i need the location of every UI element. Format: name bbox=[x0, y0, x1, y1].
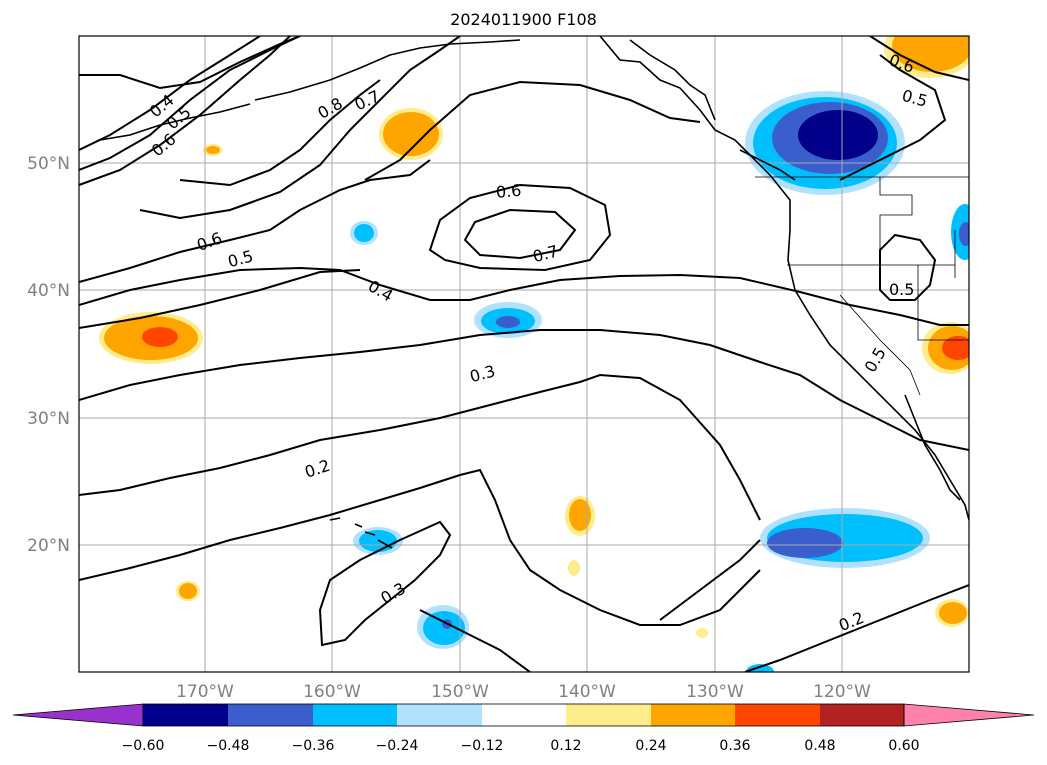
shading-layer bbox=[99, 36, 969, 672]
contour-label: 0.5 bbox=[861, 344, 890, 376]
contour-lines bbox=[79, 36, 969, 672]
latitude-labels: 50°N 40°N 30°N 20°N bbox=[27, 154, 70, 556]
colorbar-tick-label: −0.36 bbox=[292, 738, 335, 754]
colorbar: −0.60 −0.48 −0.36 −0.24 −0.12 0.12 0.24 … bbox=[12, 703, 1035, 754]
contour-label: 0.3 bbox=[377, 579, 409, 608]
contour-label: 0.6 bbox=[495, 181, 522, 202]
contour-label: 0.6 bbox=[194, 228, 224, 255]
contour-label: 0.3 bbox=[468, 361, 498, 386]
colorbar-tick-label: 0.36 bbox=[719, 738, 750, 754]
colorbar-swatch bbox=[228, 704, 313, 726]
colorbar-outline bbox=[142, 703, 905, 727]
negative-anomaly-patch bbox=[798, 110, 878, 160]
colorbar-tick-label: 0.24 bbox=[635, 738, 666, 754]
lon-label: 140°W bbox=[558, 682, 616, 702]
positive-anomaly-patch bbox=[142, 327, 178, 347]
colorbar-swatch bbox=[820, 704, 904, 726]
positive-anomaly-patch bbox=[892, 36, 969, 72]
graticule bbox=[79, 36, 969, 672]
lat-label: 30°N bbox=[27, 409, 70, 429]
colorbar-tick-label: 0.48 bbox=[804, 738, 835, 754]
positive-anomaly-patch bbox=[383, 112, 439, 156]
colorbar-swatch bbox=[313, 704, 397, 726]
positive-anomaly-patch bbox=[696, 628, 708, 638]
lat-label: 50°N bbox=[27, 154, 70, 174]
contour-label: 0.8 bbox=[314, 94, 346, 123]
positive-anomaly-patch bbox=[568, 560, 580, 576]
colorbar-tick-label: 0.12 bbox=[550, 738, 581, 754]
political-borders bbox=[755, 176, 969, 396]
contour-label: 0.5 bbox=[226, 246, 256, 271]
colorbar-tick-label: −0.24 bbox=[376, 738, 419, 754]
positive-anomaly-patch bbox=[939, 602, 967, 624]
positive-anomaly-patch bbox=[569, 499, 591, 531]
lon-label: 170°W bbox=[176, 682, 234, 702]
positive-anomaly-patch bbox=[179, 583, 197, 599]
coastlines bbox=[99, 36, 969, 549]
colorbar-swatch bbox=[482, 704, 566, 726]
colorbar-swatch bbox=[397, 704, 482, 726]
contour-label: 0.2 bbox=[302, 456, 332, 482]
contour-label: 0.5 bbox=[889, 280, 914, 299]
negative-anomaly-patch bbox=[767, 528, 843, 558]
colorbar-swatch bbox=[735, 704, 820, 726]
colorbar-swatch bbox=[566, 704, 651, 726]
map-frame bbox=[78, 35, 970, 673]
contour-label: 0.7 bbox=[531, 241, 561, 266]
negative-anomaly-patch bbox=[354, 224, 374, 242]
negative-anomaly-patch bbox=[359, 530, 397, 552]
longitude-labels: 170°W 160°W 150°W 140°W 130°W 120°W bbox=[176, 682, 871, 702]
lon-label: 120°W bbox=[813, 682, 871, 702]
colorbar-swatch bbox=[143, 704, 228, 726]
contour-label: 0.2 bbox=[836, 608, 867, 635]
contour-label: 0.5 bbox=[900, 86, 930, 111]
colorbar-tick-label: −0.60 bbox=[122, 738, 165, 754]
lon-label: 150°W bbox=[431, 682, 489, 702]
colorbar-tick-label: −0.48 bbox=[207, 738, 250, 754]
colorbar-tick-label: −0.12 bbox=[461, 738, 504, 754]
negative-anomaly-patch bbox=[496, 316, 520, 328]
lon-label: 130°W bbox=[686, 682, 744, 702]
contour-label: 0.7 bbox=[352, 86, 383, 114]
lat-label: 20°N bbox=[27, 536, 70, 556]
lon-label: 160°W bbox=[303, 682, 361, 702]
colorbar-extend-max bbox=[903, 703, 1035, 727]
negative-anomaly-patch bbox=[959, 222, 969, 246]
colorbar-tick-label: 0.60 bbox=[888, 738, 919, 754]
positive-anomaly-patch bbox=[942, 336, 969, 360]
map-title: 2024011900 F108 bbox=[450, 10, 597, 29]
map-area: 0.4 0.5 0.6 0.8 0.7 0.6 0.7 0.6 0.5 0.4 … bbox=[79, 36, 969, 672]
colorbar-swatch bbox=[651, 704, 735, 726]
positive-anomaly-patch bbox=[206, 146, 220, 154]
lat-label: 40°N bbox=[27, 281, 70, 301]
colorbar-extend-min bbox=[12, 703, 144, 727]
